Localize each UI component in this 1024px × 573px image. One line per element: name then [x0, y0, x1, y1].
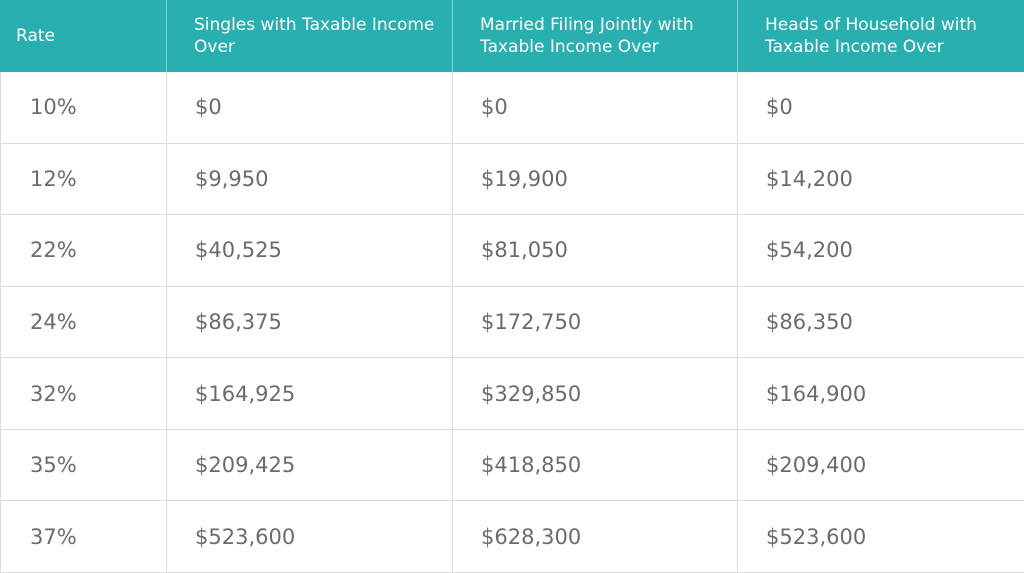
rate-cell: 10% [0, 72, 167, 144]
income-cell: $40,525 [167, 215, 453, 287]
income-cell: $172,750 [453, 286, 738, 359]
header-cell: Rate [0, 0, 167, 72]
income-cell: $0 [167, 72, 453, 144]
rate-cell: 24% [0, 286, 167, 359]
income-cell: $523,600 [738, 501, 1024, 573]
income-cell: $19,900 [453, 143, 738, 216]
income-cell: $0 [453, 72, 738, 144]
rate-cell: 12% [0, 143, 167, 216]
income-cell: $164,900 [738, 358, 1024, 430]
income-cell: $0 [738, 72, 1024, 144]
income-cell: $329,850 [453, 358, 738, 430]
rate-cell: 37% [0, 501, 167, 573]
income-cell: $418,850 [453, 429, 738, 502]
income-cell: $209,400 [738, 430, 1024, 502]
rate-cell: 22% [0, 215, 167, 287]
income-cell: $9,950 [167, 143, 453, 216]
header-cell: Singles with Taxable Income Over [167, 0, 453, 72]
rate-cell: 35% [0, 429, 167, 502]
income-cell: $628,300 [453, 501, 738, 573]
income-cell: $209,425 [167, 429, 453, 502]
income-cell: $86,375 [167, 286, 453, 359]
header-cell: Married Filing Jointly with Taxable Inco… [453, 0, 738, 72]
rate-cell: 32% [0, 358, 167, 430]
income-cell: $523,600 [167, 501, 453, 573]
income-cell: $14,200 [738, 144, 1024, 216]
income-cell: $81,050 [453, 215, 738, 287]
income-cell: $164,925 [167, 358, 453, 430]
header-cell: Heads of Household with Taxable Income O… [738, 0, 1024, 72]
income-cell: $54,200 [738, 215, 1024, 287]
income-cell: $86,350 [738, 287, 1024, 359]
